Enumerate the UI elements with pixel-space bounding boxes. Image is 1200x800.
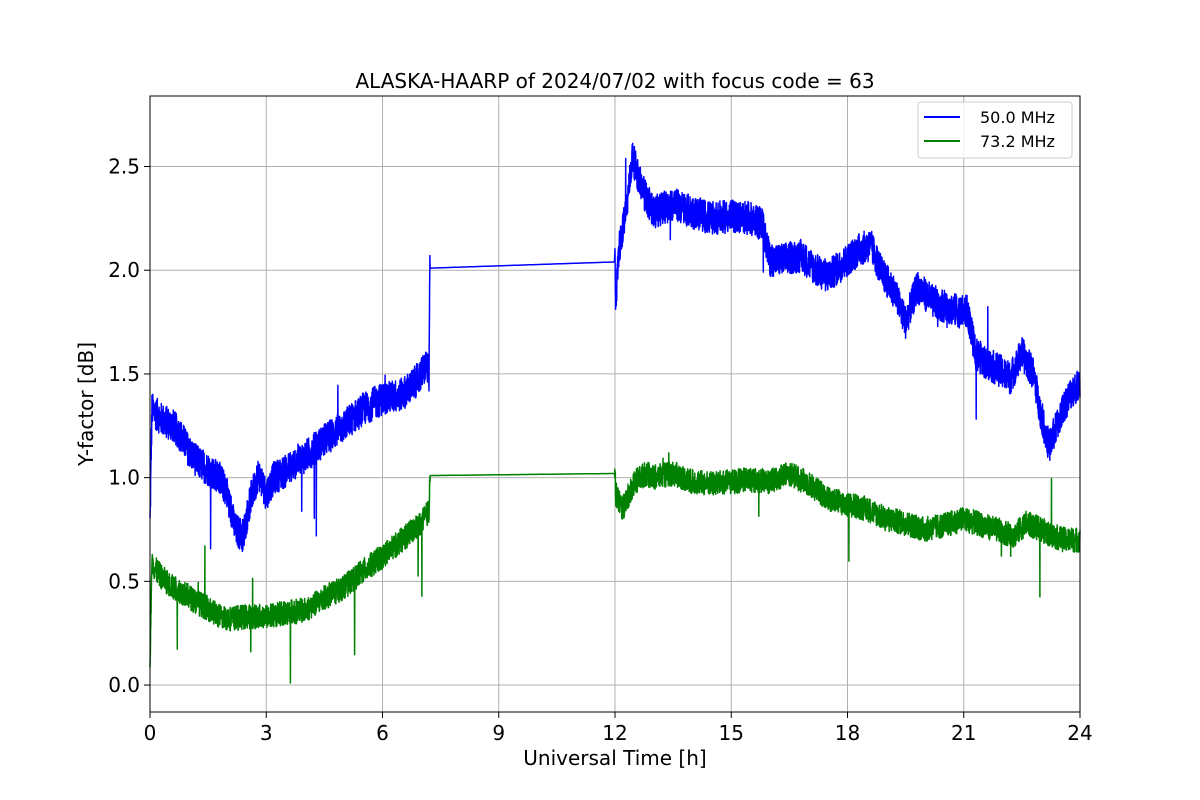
y-tick-label: 2.0 [108,258,140,282]
x-tick-label: 6 [376,721,389,745]
series-layer [149,142,1081,684]
x-tick-label: 12 [602,721,627,745]
y-tick-label: 0.5 [108,569,140,593]
y-tick-label: 0.0 [108,673,140,697]
y-tick-label: 1.5 [108,362,140,386]
x-axis-label: Universal Time [h] [523,746,706,770]
ticks: 0 3 6 9 12 15 18 21 24 0.0 0.5 1.0 1.5 2.0 2.5 [108,155,1093,745]
y-axis-label: Y-factor [dB] [74,342,98,467]
series-line-50-0-mhz [149,142,1081,553]
x-tick-label: 0 [144,721,157,745]
x-tick-label: 24 [1067,721,1092,745]
x-tick-label: 3 [260,721,273,745]
x-tick-label: 15 [719,721,744,745]
x-tick-label: 18 [835,721,860,745]
y-tick-label: 2.5 [108,155,140,179]
x-tick-label: 21 [951,721,976,745]
x-tick-label: 9 [492,721,505,745]
legend-label-73mhz: 73.2 MHz [980,132,1055,151]
series-line-73-2-mhz [149,452,1081,684]
y-tick-label: 1.0 [108,466,140,490]
legend-label-50mhz: 50.0 MHz [980,108,1055,127]
chart-title: ALASKA-HAARP of 2024/07/02 with focus co… [355,69,874,93]
legend: 50.0 MHz 73.2 MHz [917,101,1073,159]
